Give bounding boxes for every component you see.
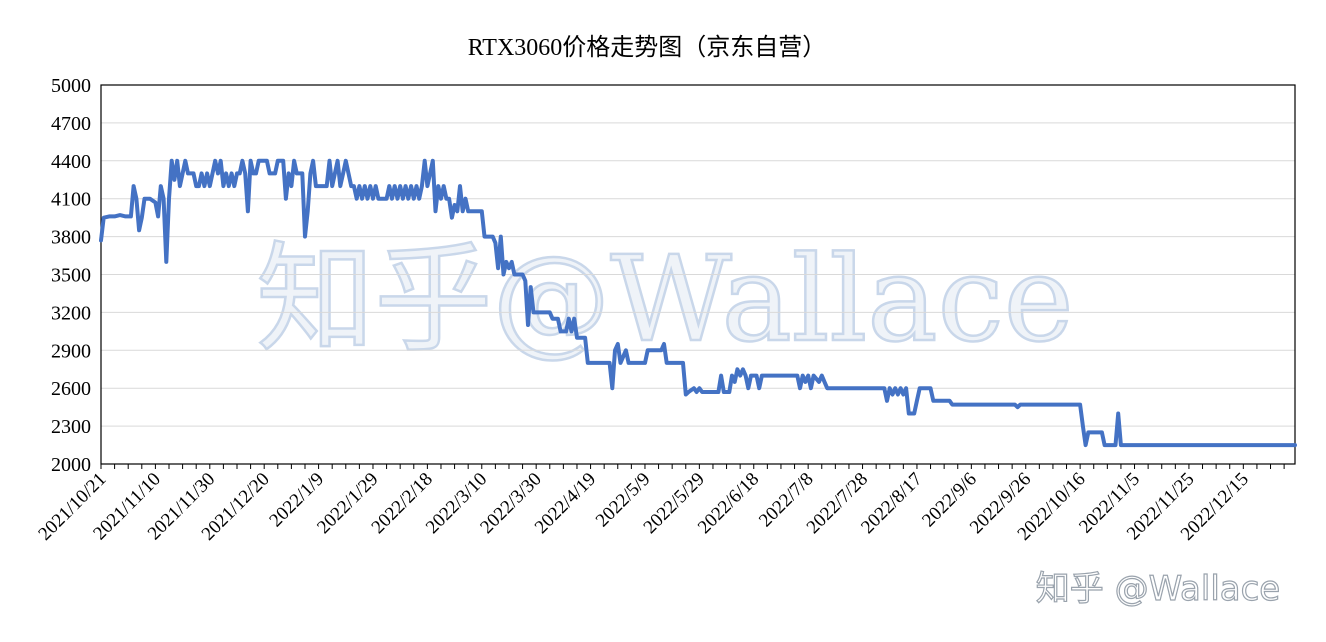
watermark-corner: 知乎 @Wallace (1036, 569, 1280, 609)
series-line (99, 158, 1297, 448)
y-tick-label: 2000 (51, 454, 91, 476)
y-tick-label: 3500 (51, 265, 91, 287)
y-tick-label: 4100 (51, 189, 91, 211)
y-tick-label: 4700 (51, 113, 91, 135)
chart-title: RTX3060价格走势图（京东自营） (468, 34, 827, 61)
y-tick-label: 2900 (51, 340, 91, 362)
y-tick-label: 3800 (51, 227, 91, 249)
gridlines (101, 122, 1295, 427)
y-tick-label: 4400 (51, 151, 91, 173)
watermark-center: 知乎@Wallace (256, 230, 1073, 368)
y-tick-label: 5000 (51, 75, 91, 97)
y-tick-label: 3200 (51, 302, 91, 324)
plot-frame (100, 84, 1296, 465)
y-tick-label: 2600 (51, 378, 91, 400)
y-tick-label: 2300 (51, 416, 91, 438)
y-axis-ticks: 2000 2300 2600 2900 3200 3500 3800 4100 4400 4700… (51, 75, 91, 476)
